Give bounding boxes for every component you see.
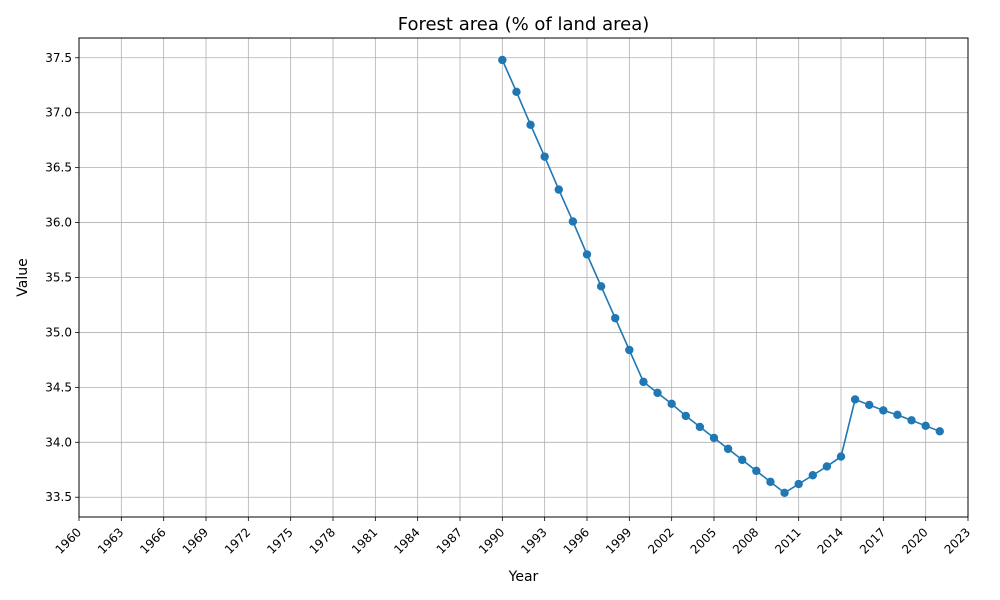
- y-tick-label: 35.5: [45, 271, 72, 285]
- data-point: [752, 466, 761, 476]
- data-point: [695, 422, 705, 432]
- data-point: [808, 471, 817, 480]
- data-point: [723, 444, 733, 454]
- data-point: [738, 455, 747, 465]
- y-axis-title: Value: [15, 258, 31, 296]
- y-tick-label: 33.5: [45, 490, 72, 504]
- data-point: [526, 120, 535, 129]
- data-point: [582, 250, 592, 259]
- data-point: [794, 479, 803, 489]
- data-point: [512, 87, 521, 97]
- x-axis-title: Year: [508, 569, 539, 585]
- data-point: [921, 421, 930, 431]
- data-point: [935, 427, 944, 436]
- data-point: [893, 410, 902, 420]
- data-point: [639, 377, 648, 387]
- data-point: [836, 452, 846, 461]
- data-point: [907, 416, 916, 425]
- data-point: [766, 477, 775, 487]
- data-point: [865, 400, 874, 410]
- data-point: [596, 282, 606, 291]
- data-point: [540, 152, 549, 161]
- y-tick-label: 35.0: [45, 325, 72, 339]
- y-tick-label: 36.0: [45, 216, 72, 230]
- data-point: [625, 345, 634, 355]
- data-point: [667, 399, 676, 409]
- y-tick-label: 37.0: [45, 106, 72, 120]
- data-point: [568, 217, 578, 226]
- y-tick-label: 37.5: [45, 51, 72, 65]
- data-point: [780, 488, 789, 498]
- data-point: [879, 406, 888, 415]
- data-point: [653, 388, 662, 398]
- y-tick-label: 36.5: [45, 161, 72, 175]
- data-point: [611, 313, 620, 323]
- chart-title: Forest area (% of land area): [398, 14, 650, 35]
- data-point: [709, 433, 719, 443]
- data-point: [554, 185, 563, 194]
- y-tick-label: 34.0: [45, 435, 72, 449]
- grid: [78, 38, 969, 517]
- series-layer: [498, 55, 944, 498]
- data-point: [498, 55, 507, 65]
- data-point: [850, 395, 860, 404]
- data-point: [822, 462, 832, 471]
- y-tick-label: 34.5: [45, 380, 72, 394]
- data-point: [681, 411, 690, 421]
